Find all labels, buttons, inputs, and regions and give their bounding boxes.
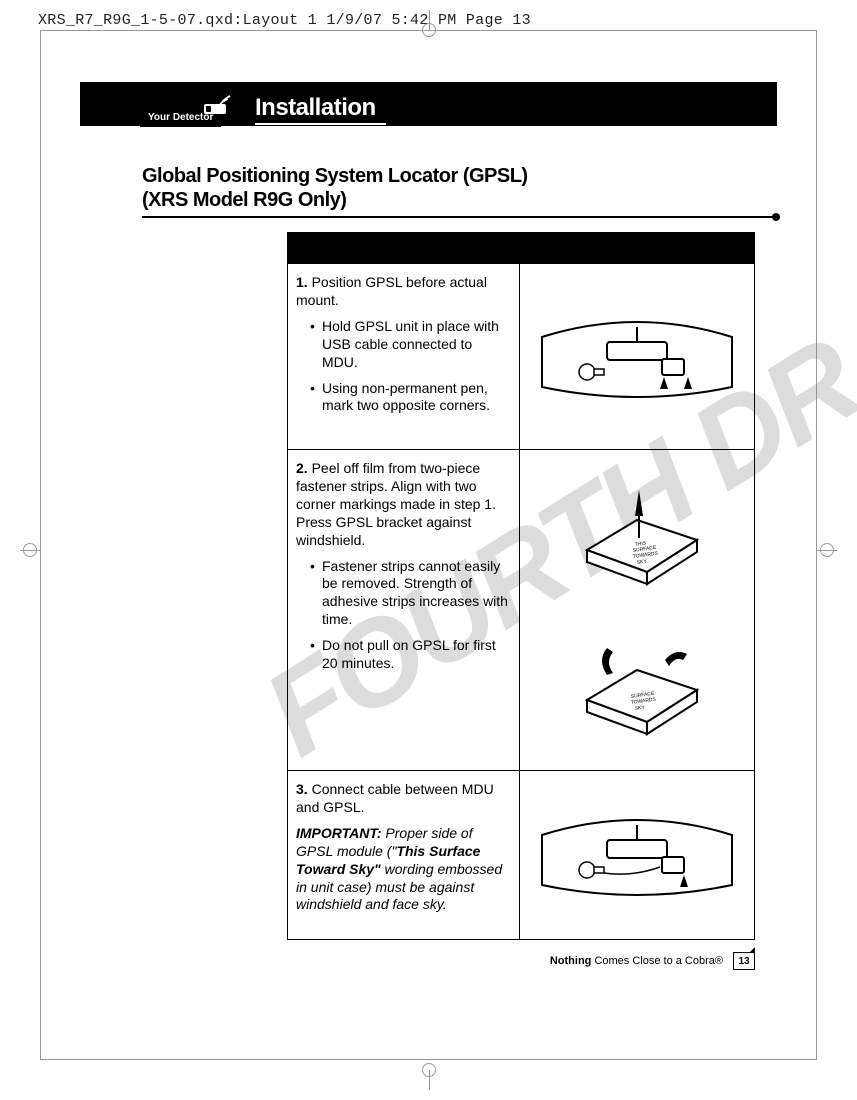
step-2-text: 2. Peel off film from two-piece fastener… (288, 450, 520, 770)
step-2-bullet-1: Fastener strips cannot easily be removed… (296, 558, 511, 630)
step-3-illustration (520, 771, 754, 939)
proof-header: XRS_R7_R9G_1-5-07.qxd:Layout 1 1/9/07 5:… (38, 12, 531, 29)
step-1-main: Position GPSL before actual mount. (296, 274, 487, 308)
step-3-num: 3. (296, 781, 308, 797)
step-3-main: Connect cable between MDU and GPSL. (296, 781, 494, 815)
step-1-bullet-2: Using non-permanent pen, mark two opposi… (296, 380, 511, 416)
step-2-bullet-2: Do not pull on GPSL for first 20 minutes… (296, 637, 511, 673)
table-header-bar (287, 232, 755, 264)
step-row-1: 1. Position GPSL before actual mount. Ho… (287, 264, 755, 450)
step-1-text: 1. Position GPSL before actual mount. Ho… (288, 264, 520, 449)
title-line-2: (XRS Model R9G Only) (142, 189, 346, 211)
page-number: 13 (733, 952, 755, 970)
registered-mark: ® (715, 955, 723, 967)
detector-icon (202, 94, 232, 118)
step-1-bullet-1: Hold GPSL unit in place with USB cable c… (296, 318, 511, 372)
slogan-rest: Comes Close to a Cobra (591, 955, 715, 967)
page-title: Global Positioning System Locator (GPSL)… (142, 164, 777, 212)
footer-slogan: Nothing Comes Close to a Cobra® (550, 955, 723, 967)
steps-table: 1. Position GPSL before actual mount. Ho… (287, 232, 755, 940)
step-2-num: 2. (296, 460, 308, 476)
page-footer: Nothing Comes Close to a Cobra® 13 (287, 952, 755, 970)
step-3-text: 3. Connect cable between MDU and GPSL. I… (288, 771, 520, 939)
title-rule (142, 216, 777, 218)
important-label: IMPORTANT: (296, 825, 382, 841)
page-content: Your Detector Installation Global Positi… (80, 82, 777, 970)
step-1-num: 1. (296, 274, 308, 290)
main-content: Global Positioning System Locator (GPSL)… (142, 164, 777, 970)
step-2-illustration: THIS SURFACE TOWARDS SKY SURFACE (520, 450, 754, 770)
step-2-main: Peel off film from two-piece fastener st… (296, 460, 496, 548)
banner-title: Installation (255, 94, 376, 122)
step-row-2: 2. Peel off film from two-piece fastener… (287, 450, 755, 771)
section-banner: Your Detector Installation (80, 82, 777, 126)
step-1-illustration (520, 264, 754, 449)
step-row-3: 3. Connect cable between MDU and GPSL. I… (287, 771, 755, 940)
slogan-bold: Nothing (550, 955, 592, 967)
title-line-1: Global Positioning System Locator (GPSL) (142, 165, 528, 187)
